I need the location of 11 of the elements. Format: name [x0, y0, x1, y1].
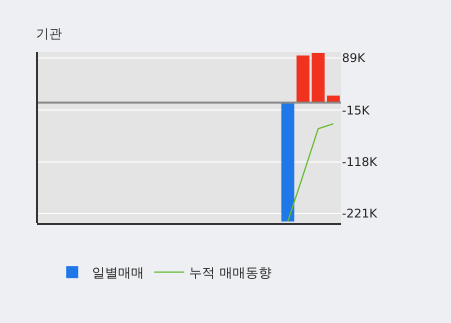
y-tick-label: -118K: [342, 155, 378, 170]
legend-label: 누적 매매동향: [189, 266, 272, 282]
y-tick-label: 89K: [342, 51, 366, 66]
chart-title: 기관: [36, 27, 62, 42]
legend-label: 일별매매: [92, 266, 144, 282]
line-series: [287, 123, 334, 222]
bar: [296, 56, 310, 103]
bar: [281, 102, 294, 222]
bar: [312, 53, 325, 103]
y-tick-label: -15K: [342, 103, 371, 118]
y-tick-label: -221K: [342, 206, 378, 221]
